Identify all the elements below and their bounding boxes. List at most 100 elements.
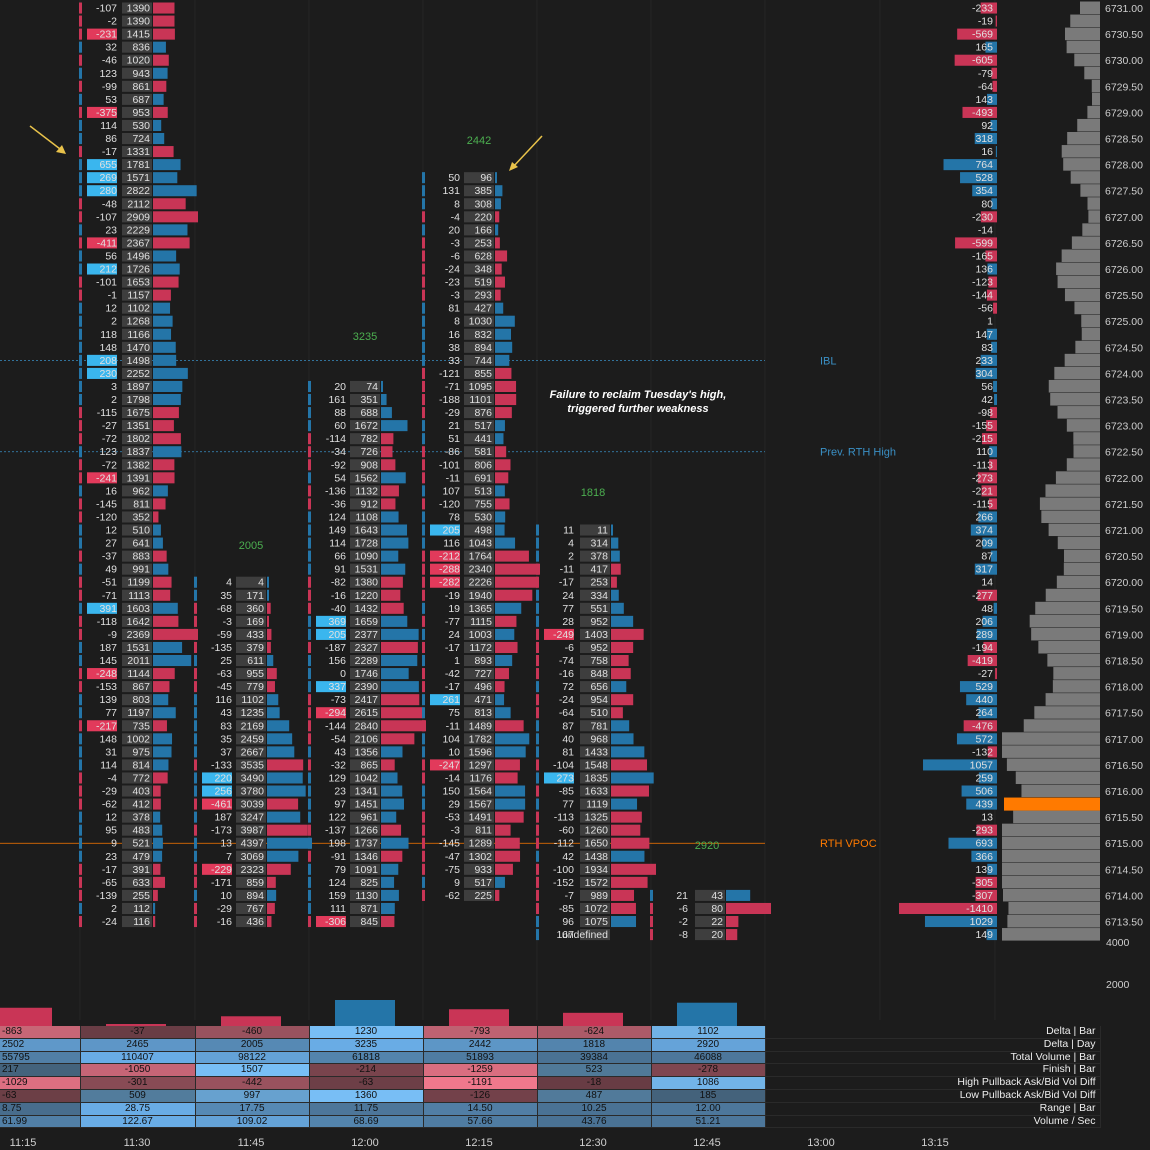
delta-value: 114 [100,759,117,771]
price-tick-label: 6724.50 [1105,342,1143,354]
candle-segment [308,511,311,523]
volume-value: 3535 [241,759,265,771]
volume-bar [153,472,175,484]
volume-value: 441 [474,433,492,445]
delta-value: 86 [105,133,117,145]
right-delta-bar [987,863,997,875]
profile-bar [1075,340,1100,354]
volume-value: 1642 [127,616,151,628]
volume-cell [122,302,152,314]
time-tick-label-1: 11:30 [124,1137,151,1149]
volume-value: 727 [474,668,492,680]
candle-segment [79,41,82,53]
candle-segment [79,889,82,901]
volume-value: 2615 [355,707,379,719]
stats-cell: 2442 [423,1038,538,1052]
right-delta-bar [980,2,997,14]
volume-cell [464,576,494,588]
stats-row-label: Volume / Sec [765,1115,1101,1129]
volume-bar [153,276,179,288]
delta-value: 1 [454,655,460,667]
delta-value: 337 [328,681,346,693]
volume-value: 1470 [127,342,151,354]
volume-cell [122,602,152,614]
volume-bar [153,15,175,27]
volume-bar [611,863,656,875]
candle-segment [79,315,82,327]
price-tick-label: 6725.00 [1105,316,1143,328]
delta-value: 123 [99,68,117,80]
volume-bar [153,563,169,575]
volume-cell [464,837,494,849]
volume-value: 4397 [241,838,265,850]
volume-bar [495,576,538,588]
volume-value: 861 [132,81,150,93]
delta-value: -27 [102,420,117,432]
volume-cell [580,550,610,562]
volume-bar [381,511,399,523]
volume-cell [350,628,380,640]
volume-cell [236,772,266,784]
volume-cell [122,524,152,536]
stats-cell: 10.25 [537,1102,652,1116]
delta-value: 20 [448,224,460,236]
delta-value: 77 [562,799,574,811]
delta-value: 23 [105,224,117,236]
volume-bar [495,446,507,458]
candle-segment [650,929,653,941]
candle-segment [79,785,82,797]
volume-cell [464,707,494,719]
stats-cell: -63 [309,1076,424,1090]
volume-value: 352 [132,511,150,523]
right-delta-value: 289 [975,629,993,641]
candle-segment [79,237,82,249]
volume-cell [122,681,152,693]
volume-value: 1113 [128,590,150,602]
volume-cell [236,707,266,719]
volume-value: 436 [246,916,264,928]
volume-bar [153,80,167,92]
delta-cell-highlight [87,720,117,732]
volume-cell [580,876,610,888]
candle-segment [79,668,82,680]
candle-segment [79,772,82,784]
delta-value: 2 [568,551,574,563]
volume-cell [122,772,152,784]
delta-value: -17 [102,146,117,158]
right-delta-value: -233 [972,3,993,15]
delta-value: -133 [211,759,232,771]
volume-cell [122,668,152,680]
stats-row-label: Finish | Bar [765,1063,1101,1078]
volume-cell [580,811,610,823]
volume-cell [580,615,610,627]
volume-bar [381,524,408,536]
volume-bar [381,824,402,836]
volume-bar [153,889,158,901]
volume-cell [236,759,266,771]
candle-segment [79,159,82,171]
delta-value: -135 [211,642,232,654]
time-axis[interactable]: 11:15 11:30 11:45 12:00 12:15 12:30 12:45 13:00… [10,1137,949,1149]
price-axis[interactable]: 6731.006730.506730.006729.506729.006728.… [1100,0,1150,1020]
volume-cell [122,641,152,653]
delta-value: -188 [439,394,460,406]
bar-total-3: 3235 [353,331,377,343]
delta-value: -8 [679,929,688,941]
volume-value: 1157 [127,290,150,302]
volume-value: 989 [590,890,608,902]
candle-segment [536,837,539,849]
volume-bar [153,459,175,471]
right-delta-bar [943,159,997,171]
delta-value: 75 [448,707,460,719]
volume-bar [267,615,269,627]
right-delta-bar [993,602,997,614]
volume-value: 1101 [469,394,492,406]
delta-value: -229 [211,864,232,876]
volume-value: 1166 [127,329,150,341]
delta-value: -36 [331,498,346,510]
volume-cell [580,694,610,706]
candle-segment [422,759,425,771]
volume-value: 3987 [241,825,265,837]
delta-value: -24 [102,916,117,928]
volume-bar [267,576,269,588]
